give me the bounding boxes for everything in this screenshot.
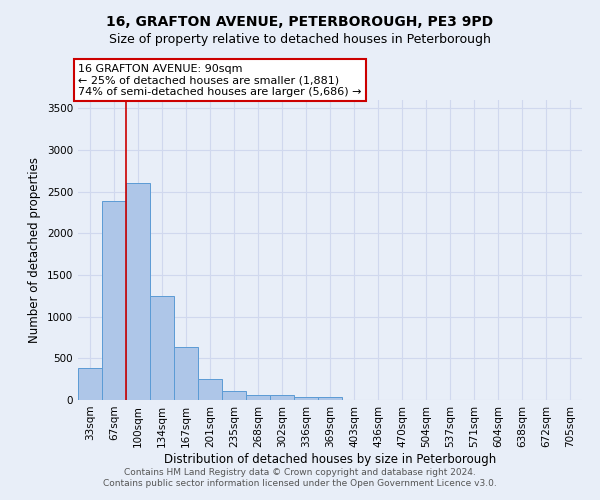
Bar bbox=[246, 395, 270, 400]
Y-axis label: Number of detached properties: Number of detached properties bbox=[28, 157, 41, 343]
Bar bbox=[318, 397, 342, 400]
Text: 16 GRAFTON AVENUE: 90sqm
← 25% of detached houses are smaller (1,881)
74% of sem: 16 GRAFTON AVENUE: 90sqm ← 25% of detach… bbox=[78, 64, 361, 97]
X-axis label: Distribution of detached houses by size in Peterborough: Distribution of detached houses by size … bbox=[164, 452, 496, 466]
Bar bbox=[150, 296, 174, 400]
Bar bbox=[78, 368, 102, 400]
Bar bbox=[294, 397, 318, 400]
Bar bbox=[102, 201, 126, 400]
Text: Size of property relative to detached houses in Peterborough: Size of property relative to detached ho… bbox=[109, 32, 491, 46]
Bar bbox=[198, 379, 222, 400]
Text: Contains HM Land Registry data © Crown copyright and database right 2024.
Contai: Contains HM Land Registry data © Crown c… bbox=[103, 468, 497, 487]
Bar bbox=[126, 184, 150, 400]
Bar bbox=[222, 391, 246, 400]
Text: 16, GRAFTON AVENUE, PETERBOROUGH, PE3 9PD: 16, GRAFTON AVENUE, PETERBOROUGH, PE3 9P… bbox=[106, 15, 494, 29]
Bar bbox=[174, 346, 198, 400]
Bar bbox=[270, 396, 294, 400]
